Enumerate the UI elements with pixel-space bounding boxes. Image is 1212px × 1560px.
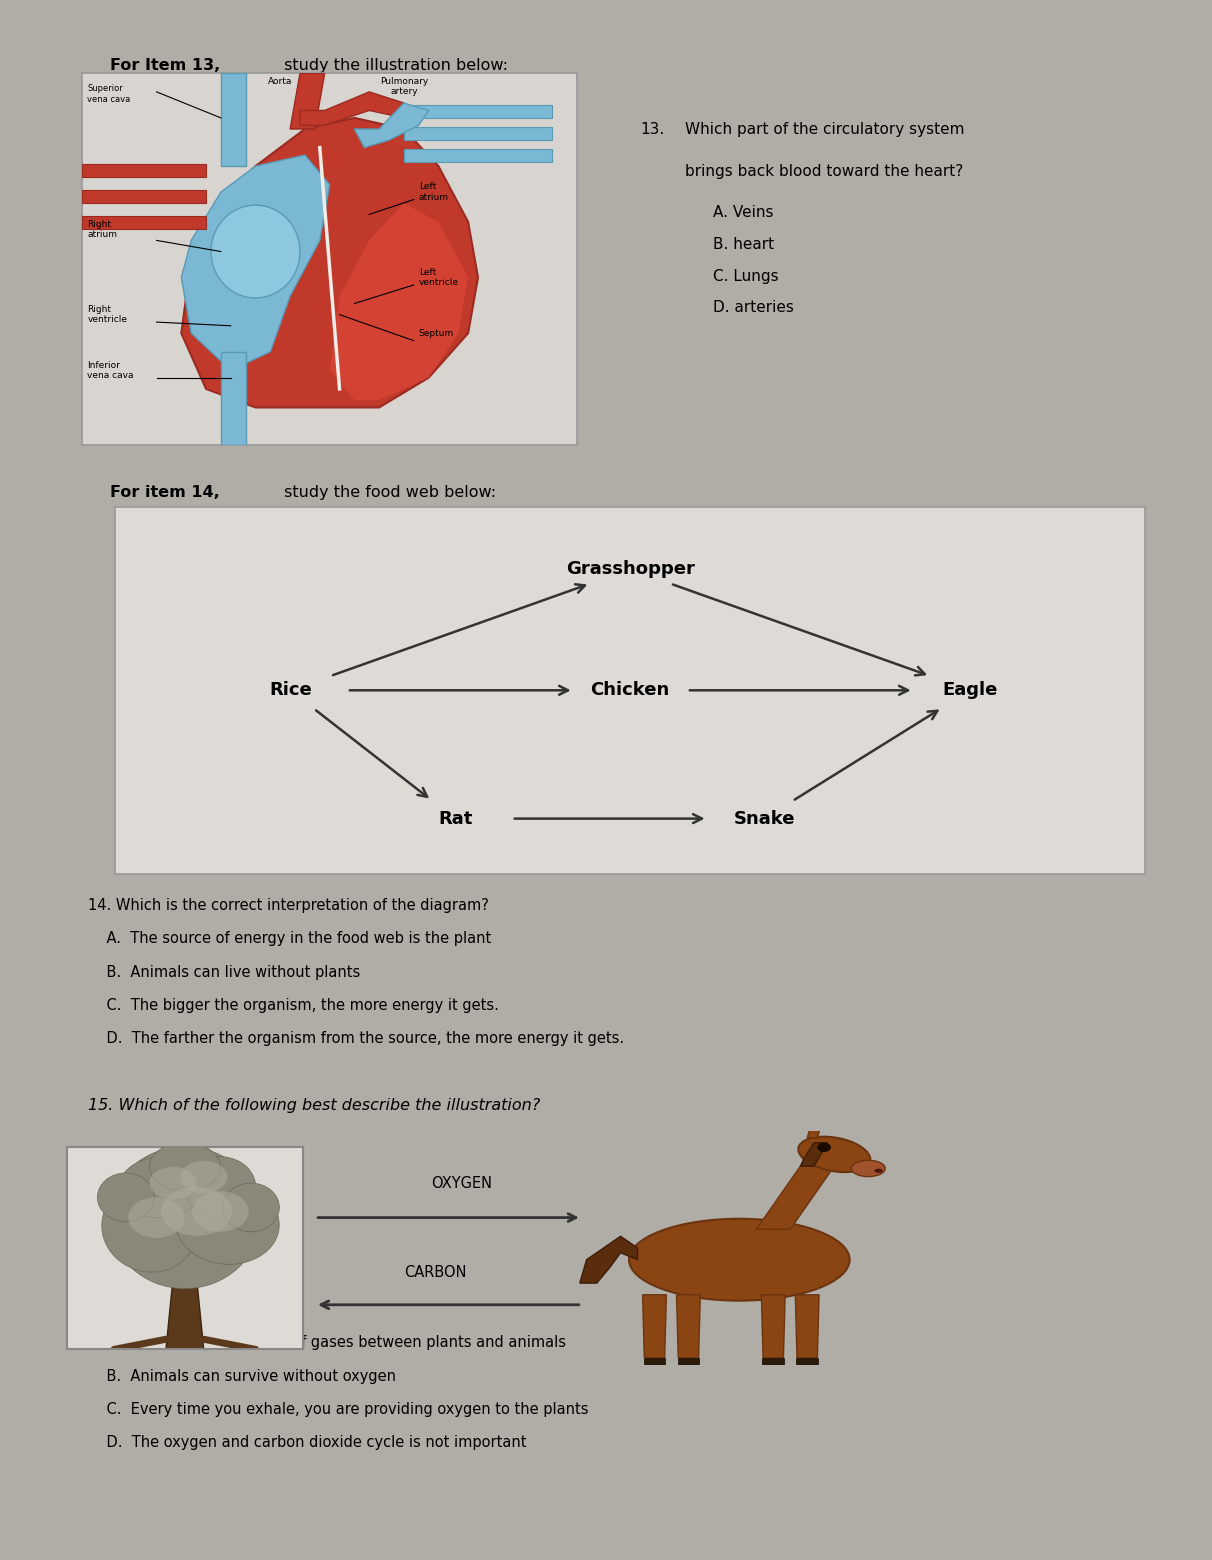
Text: For item 14,: For item 14, <box>110 485 219 499</box>
Polygon shape <box>807 1126 821 1139</box>
Text: Pulmonary
artery: Pulmonary artery <box>379 76 428 97</box>
Text: OXYGEN: OXYGEN <box>431 1176 492 1190</box>
Polygon shape <box>761 1295 785 1357</box>
Polygon shape <box>795 1295 819 1357</box>
Text: B. heart: B. heart <box>713 237 774 251</box>
Circle shape <box>817 1142 831 1151</box>
Text: brings back blood toward the heart?: brings back blood toward the heart? <box>685 164 964 179</box>
Polygon shape <box>404 105 553 119</box>
Polygon shape <box>796 1357 818 1365</box>
Text: A.  The source of energy in the food web is the plant: A. The source of energy in the food web … <box>87 931 491 947</box>
Polygon shape <box>762 1357 784 1365</box>
Text: Chicken: Chicken <box>590 682 670 699</box>
Polygon shape <box>182 119 478 407</box>
Ellipse shape <box>161 1187 233 1236</box>
Polygon shape <box>82 190 206 203</box>
Ellipse shape <box>184 1156 256 1218</box>
Text: Right
atrium: Right atrium <box>87 220 118 239</box>
Ellipse shape <box>629 1218 850 1301</box>
Text: Rice: Rice <box>269 682 311 699</box>
Text: Superior
vena cava: Superior vena cava <box>87 84 131 105</box>
Text: CARBON: CARBON <box>404 1265 467 1279</box>
Text: D. arteries: D. arteries <box>713 301 794 315</box>
Text: study the food web below:: study the food web below: <box>279 485 496 499</box>
Text: C.  Every time you exhale, you are providing oxygen to the plants: C. Every time you exhale, you are provid… <box>87 1402 588 1416</box>
Polygon shape <box>82 164 206 178</box>
Ellipse shape <box>223 1182 279 1232</box>
Polygon shape <box>182 154 330 370</box>
Text: 15. Which of the following best describe the illustration?: 15. Which of the following best describe… <box>87 1098 539 1112</box>
Text: Which part of the circulatory system: Which part of the circulatory system <box>685 122 965 137</box>
Text: Septum: Septum <box>418 329 454 337</box>
Text: A.  There is an exchange of gases between plants and animals: A. There is an exchange of gases between… <box>87 1335 566 1351</box>
Ellipse shape <box>109 1147 261 1289</box>
Polygon shape <box>756 1167 834 1229</box>
Text: D.  The oxygen and carbon dioxide cycle is not important: D. The oxygen and carbon dioxide cycle i… <box>87 1435 526 1451</box>
Text: Left
atrium: Left atrium <box>418 183 448 201</box>
Ellipse shape <box>97 1173 154 1221</box>
Text: D.  The farther the organism from the source, the more energy it gets.: D. The farther the organism from the sou… <box>87 1031 624 1047</box>
Polygon shape <box>290 73 325 129</box>
Text: C.  The bigger the organism, the more energy it gets.: C. The bigger the organism, the more ene… <box>87 998 498 1012</box>
Text: Eagle: Eagle <box>943 682 997 699</box>
Polygon shape <box>221 353 246 445</box>
Ellipse shape <box>102 1184 198 1271</box>
Polygon shape <box>354 103 429 148</box>
Text: Snake: Snake <box>733 810 795 828</box>
Text: C. Lungs: C. Lungs <box>713 268 778 284</box>
Polygon shape <box>676 1295 701 1357</box>
Text: Grasshopper: Grasshopper <box>566 560 694 579</box>
Ellipse shape <box>799 1137 870 1172</box>
Polygon shape <box>678 1357 699 1365</box>
Text: Rat: Rat <box>438 810 473 828</box>
Ellipse shape <box>149 1142 221 1192</box>
Ellipse shape <box>128 1198 185 1239</box>
Polygon shape <box>644 1357 665 1365</box>
Ellipse shape <box>191 1192 248 1232</box>
Polygon shape <box>404 150 553 162</box>
Polygon shape <box>82 217 206 229</box>
Text: 14. Which is the correct interpretation of the diagram?: 14. Which is the correct interpretation … <box>87 899 488 913</box>
Polygon shape <box>330 203 468 399</box>
Ellipse shape <box>119 1156 204 1218</box>
Ellipse shape <box>874 1168 882 1173</box>
Text: A. Veins: A. Veins <box>713 204 773 220</box>
Polygon shape <box>579 1236 638 1282</box>
Polygon shape <box>404 128 553 140</box>
Polygon shape <box>301 92 404 125</box>
Polygon shape <box>642 1295 667 1357</box>
Ellipse shape <box>181 1161 228 1193</box>
Text: 13.: 13. <box>640 122 664 137</box>
Ellipse shape <box>211 204 301 298</box>
Polygon shape <box>221 73 246 167</box>
Polygon shape <box>800 1142 828 1167</box>
Text: Aorta: Aorta <box>268 76 292 86</box>
Text: Inferior
vena cava: Inferior vena cava <box>87 360 133 381</box>
Text: B.  Animals can live without plants: B. Animals can live without plants <box>87 964 360 980</box>
Ellipse shape <box>149 1167 196 1200</box>
Text: For Item 13,: For Item 13, <box>110 58 221 73</box>
Text: B.  Animals can survive without oxygen: B. Animals can survive without oxygen <box>87 1368 395 1384</box>
Polygon shape <box>166 1279 204 1349</box>
Ellipse shape <box>176 1182 279 1264</box>
Text: Right
ventricle: Right ventricle <box>87 304 127 324</box>
Text: Left
ventricle: Left ventricle <box>418 268 458 287</box>
Ellipse shape <box>851 1161 885 1176</box>
Text: study the illustration below:: study the illustration below: <box>279 58 508 73</box>
